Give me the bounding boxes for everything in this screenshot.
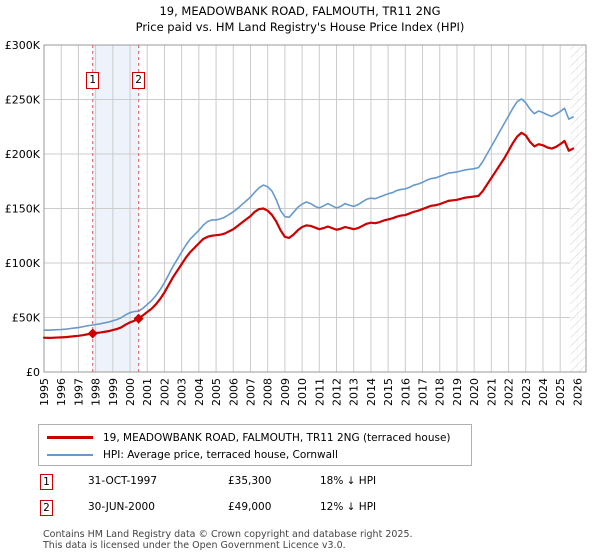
title-line-1: 19, MEADOWBANK ROAD, FALMOUTH, TR11 2NG bbox=[159, 4, 441, 18]
sale-marker-badge-2: 2 bbox=[132, 72, 146, 89]
table-row: 1 31-OCT-1997 £35,300 18% ↓ HPI bbox=[40, 472, 460, 498]
footer-attribution: Contains HM Land Registry data © Crown c… bbox=[43, 529, 563, 551]
svg-text:2020: 2020 bbox=[468, 378, 481, 406]
svg-text:1995: 1995 bbox=[38, 378, 51, 406]
svg-text:2014: 2014 bbox=[365, 378, 378, 406]
txn-date: 30-JUN-2000 bbox=[88, 501, 155, 513]
svg-text:£250K: £250K bbox=[5, 94, 41, 107]
sale-marker-badge-1: 1 bbox=[86, 72, 100, 89]
legend-label-property: 19, MEADOWBANK ROAD, FALMOUTH, TR11 2NG … bbox=[103, 431, 451, 444]
price-chart: £0 £50K £100K £150K £200K £250K £300K 1995 1996 1… bbox=[5, 39, 587, 406]
svg-text:2015: 2015 bbox=[382, 378, 395, 406]
legend-item-hpi: HPI: Average price, terraced house, Corn… bbox=[39, 446, 471, 463]
svg-text:2002: 2002 bbox=[158, 378, 171, 406]
svg-text:2022: 2022 bbox=[503, 378, 516, 406]
svg-text:£200K: £200K bbox=[5, 148, 41, 161]
svg-text:2018: 2018 bbox=[434, 378, 447, 406]
svg-text:£150K: £150K bbox=[5, 203, 41, 216]
svg-text:2007: 2007 bbox=[244, 378, 257, 406]
svg-text:2024: 2024 bbox=[537, 378, 550, 406]
svg-text:2023: 2023 bbox=[520, 378, 533, 406]
svg-text:2021: 2021 bbox=[485, 378, 498, 406]
svg-text:2013: 2013 bbox=[348, 378, 361, 406]
svg-text:1996: 1996 bbox=[55, 378, 68, 406]
svg-text:2001: 2001 bbox=[141, 378, 154, 406]
svg-text:2004: 2004 bbox=[193, 378, 206, 406]
txn-index-badge: 1 bbox=[40, 474, 53, 490]
svg-text:2012: 2012 bbox=[331, 378, 344, 406]
svg-text:1997: 1997 bbox=[72, 378, 85, 406]
svg-text:2005: 2005 bbox=[210, 378, 223, 406]
svg-text:2003: 2003 bbox=[176, 378, 189, 406]
legend-item-property: 19, MEADOWBANK ROAD, FALMOUTH, TR11 2NG … bbox=[39, 429, 471, 446]
svg-text:£50K: £50K bbox=[12, 312, 41, 325]
legend-label-hpi: HPI: Average price, terraced house, Corn… bbox=[103, 448, 338, 461]
svg-text:2010: 2010 bbox=[296, 378, 309, 406]
svg-text:£300K: £300K bbox=[5, 39, 41, 52]
page-title: 19, MEADOWBANK ROAD, FALMOUTH, TR11 2NG … bbox=[0, 3, 600, 35]
svg-text:2017: 2017 bbox=[417, 378, 430, 406]
txn-price: £35,300 bbox=[228, 475, 272, 487]
svg-text:1999: 1999 bbox=[107, 378, 120, 406]
txn-index-badge: 2 bbox=[40, 500, 53, 516]
svg-text:2016: 2016 bbox=[399, 378, 412, 406]
svg-text:2026: 2026 bbox=[571, 378, 584, 406]
svg-text:2008: 2008 bbox=[262, 378, 275, 406]
txn-date: 31-OCT-1997 bbox=[88, 475, 157, 487]
transactions-table: 1 31-OCT-1997 £35,300 18% ↓ HPI 2 30-JUN… bbox=[40, 472, 460, 524]
svg-text:2009: 2009 bbox=[279, 378, 292, 406]
svg-text:2011: 2011 bbox=[313, 378, 326, 406]
svg-text:2000: 2000 bbox=[124, 378, 137, 406]
footer-line-1: Contains HM Land Registry data © Crown c… bbox=[43, 529, 413, 540]
txn-hpi-delta: 18% ↓ HPI bbox=[320, 475, 377, 487]
chart-canvas: £0 £50K £100K £150K £200K £250K £300K 1995 1996 1… bbox=[5, 39, 587, 406]
svg-text:2006: 2006 bbox=[227, 378, 240, 406]
svg-text:£100K: £100K bbox=[5, 257, 41, 270]
title-line-2: Price paid vs. HM Land Registry's House … bbox=[135, 20, 465, 34]
txn-hpi-delta: 12% ↓ HPI bbox=[320, 501, 377, 513]
legend-swatch-property-icon bbox=[47, 436, 93, 439]
footer-line-2: This data is licensed under the Open Gov… bbox=[43, 540, 346, 551]
legend-swatch-hpi-icon bbox=[47, 453, 93, 456]
txn-price: £49,000 bbox=[228, 501, 272, 513]
svg-text:1998: 1998 bbox=[90, 378, 103, 406]
svg-text:£0: £0 bbox=[26, 366, 40, 379]
svg-text:2019: 2019 bbox=[451, 378, 464, 406]
table-row: 2 30-JUN-2000 £49,000 12% ↓ HPI bbox=[40, 498, 460, 524]
svg-text:2025: 2025 bbox=[554, 378, 567, 406]
chart-legend: 19, MEADOWBANK ROAD, FALMOUTH, TR11 2NG … bbox=[38, 424, 472, 466]
